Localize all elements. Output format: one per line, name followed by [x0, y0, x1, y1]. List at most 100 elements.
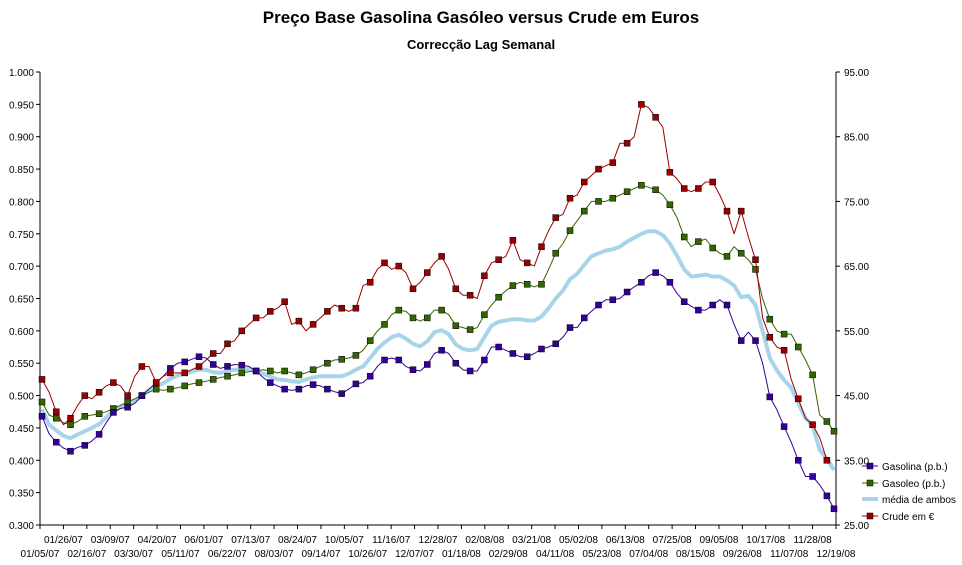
left-tick-label: 0.750	[9, 230, 34, 241]
left-tick-label: 0.700	[9, 262, 34, 273]
legend-item: média de ambos	[862, 495, 956, 506]
chart-axes	[39, 72, 837, 526]
legend-label: Gasoleo (p.b.)	[882, 479, 945, 490]
data-point	[438, 347, 445, 354]
data-point	[495, 256, 502, 263]
data-point	[809, 421, 816, 428]
left-tick-label: 0.550	[9, 359, 34, 370]
chart-subtitle: Correcção Lag Semanal	[406, 37, 556, 52]
data-point	[281, 367, 288, 375]
right-tick-label: 25.00	[844, 521, 869, 532]
data-point	[481, 356, 488, 364]
left-tick-label: 0.350	[9, 489, 34, 500]
data-point	[737, 249, 745, 257]
legend-swatch	[866, 512, 874, 520]
x-tick-label: 05/02/08	[559, 535, 598, 546]
data-point	[595, 198, 602, 205]
data-point	[438, 253, 445, 260]
data-point	[795, 395, 802, 403]
x-tick-label: 10/17/08	[746, 535, 785, 546]
data-point	[224, 340, 231, 348]
x-tick-label: 02/08/08	[465, 535, 504, 546]
x-tick-label: 06/01/07	[184, 535, 223, 546]
data-point	[737, 207, 745, 215]
data-point	[595, 165, 602, 173]
data-point	[766, 334, 774, 341]
left-tick-label: 0.650	[9, 295, 34, 306]
data-point	[609, 194, 617, 202]
data-point	[309, 366, 317, 373]
data-point	[695, 185, 702, 192]
data-point	[452, 322, 460, 329]
data-point	[609, 159, 617, 166]
data-point	[780, 347, 788, 354]
data-point	[766, 315, 774, 323]
x-tick-label: 11/28/08	[793, 535, 832, 546]
data-point	[381, 356, 388, 364]
data-point	[780, 423, 788, 430]
left-tick-label: 1.000	[9, 68, 34, 79]
legend-label: média de ambos	[882, 495, 956, 506]
right-tick-label: 55.00	[844, 327, 869, 338]
data-point	[466, 326, 474, 333]
data-point	[452, 359, 460, 367]
data-point	[95, 431, 103, 438]
x-tick-label: 03/21/08	[512, 535, 551, 546]
data-point	[566, 194, 574, 202]
data-point	[309, 321, 317, 328]
data-point	[252, 314, 260, 322]
series-0	[38, 269, 838, 513]
data-point	[309, 381, 317, 388]
left-tick-label: 0.850	[9, 165, 34, 176]
data-point	[366, 279, 374, 286]
data-point	[281, 385, 288, 393]
data-point	[352, 304, 360, 312]
x-tick-label: 08/15/08	[676, 549, 715, 560]
data-point	[181, 369, 188, 377]
x-tick-label: 07/25/08	[653, 535, 692, 546]
series-1	[38, 182, 838, 435]
data-point	[795, 343, 802, 351]
legend: Gasolina (p.b.) Gasoleo (p.b.) média de am…	[862, 462, 956, 523]
data-point	[709, 178, 716, 186]
data-point	[352, 352, 360, 359]
right-axis-ticks: 25.00 35.00 45.00 55.00 65.00 75.00 85.00 95.00	[836, 68, 869, 532]
data-point	[324, 308, 331, 315]
data-point	[152, 385, 160, 393]
x-tick-label: 04/20/07	[138, 535, 177, 546]
data-point	[709, 244, 716, 252]
data-point	[495, 293, 502, 301]
data-point	[638, 182, 645, 189]
data-point	[652, 114, 659, 121]
legend-item: Crude em €	[862, 512, 935, 523]
data-point	[224, 372, 231, 380]
data-point	[67, 421, 74, 428]
data-point	[737, 337, 745, 344]
data-point	[523, 259, 531, 267]
chart-title: Preço Base Gasolina Gasóleo versus Crude…	[262, 8, 700, 27]
data-point	[195, 353, 203, 360]
data-point	[67, 447, 74, 455]
data-point	[752, 337, 759, 344]
legend-label: Crude em €	[882, 512, 935, 523]
data-point	[538, 243, 545, 250]
data-point	[538, 281, 545, 288]
data-point	[809, 371, 816, 379]
x-tick-label: 07/13/07	[231, 535, 270, 546]
data-point	[209, 350, 217, 357]
x-tick-label: 09/26/08	[723, 549, 762, 560]
data-point	[167, 369, 174, 377]
data-point	[81, 413, 89, 420]
data-point	[195, 363, 203, 370]
data-point	[638, 101, 645, 108]
series-line	[41, 272, 835, 510]
x-tick-label: 10/26/07	[348, 549, 387, 560]
data-point	[124, 403, 131, 411]
data-point	[181, 382, 188, 390]
x-tick-label: 12/19/08	[817, 549, 856, 560]
x-tick-label: 11/07/08	[770, 549, 809, 560]
data-point	[338, 390, 345, 397]
data-point	[623, 188, 631, 195]
data-point	[95, 410, 103, 417]
